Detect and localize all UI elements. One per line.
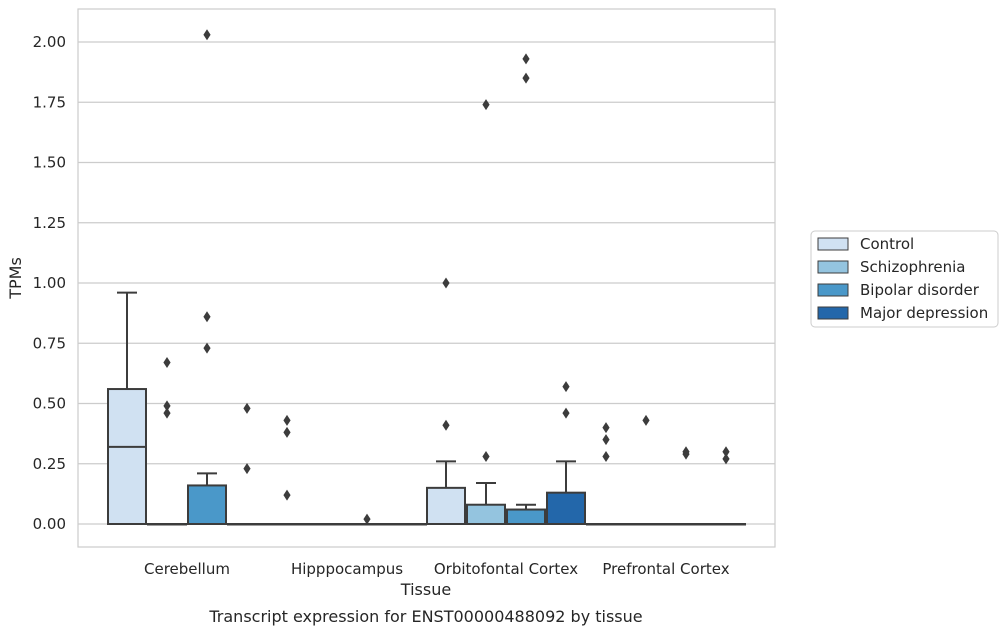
outlier-point [522, 53, 530, 65]
legend-label: Major depression [860, 304, 988, 322]
y-tick-label: 2.00 [33, 33, 66, 51]
legend-label: Bipolar disorder [860, 281, 980, 299]
outlier-point [283, 414, 291, 426]
y-tick-label: 1.25 [33, 214, 66, 232]
outlier-point [283, 426, 291, 438]
outlier-point [602, 451, 610, 463]
x-tick-label: Prefrontal Cortex [602, 560, 729, 578]
outlier-point [602, 422, 610, 434]
y-tick-label: 0.50 [33, 395, 66, 413]
box-group [666, 446, 706, 526]
outlier-point [562, 407, 570, 419]
box [107, 388, 147, 526]
box [426, 486, 466, 526]
box-group [107, 291, 147, 526]
outlier-point [442, 419, 450, 431]
box-group [147, 357, 187, 526]
outlier-point [243, 402, 251, 414]
outlier-point [163, 407, 171, 419]
outlier-point [522, 72, 530, 84]
box [187, 484, 227, 526]
chart-caption: Transcript expression for ENST0000048809… [208, 607, 642, 626]
y-axis-ticks: 0.00 0.25 0.50 0.75 1.00 1.25 1.50 1.75 2.00 [33, 33, 66, 533]
outlier-point [442, 277, 450, 289]
x-axis-label: Tissue [400, 580, 451, 599]
box-group [506, 53, 546, 526]
box-group [546, 381, 586, 526]
box-series [107, 29, 746, 526]
legend-frame [810, 230, 999, 328]
gridlines [78, 41, 775, 525]
y-axis-label: TPMs [6, 257, 25, 300]
outlier-point [283, 489, 291, 501]
outlier-point [203, 342, 211, 354]
y-tick-label: 1.00 [33, 274, 66, 292]
box-group [347, 513, 387, 526]
box-group [227, 402, 267, 526]
legend-swatch [817, 260, 849, 274]
box-group [426, 277, 466, 526]
legend: Control Schizophrenia Bipolar disorder Majo… [810, 230, 999, 328]
y-tick-label: 0.25 [33, 455, 66, 473]
outlier-point [243, 463, 251, 475]
plot-area-frame [77, 8, 776, 548]
x-tick-label: Hipppocampus [291, 560, 403, 578]
legend-swatch [817, 237, 849, 251]
outlier-point [722, 453, 730, 465]
y-tick-label: 0.00 [33, 515, 66, 533]
y-tick-label: 1.50 [33, 154, 66, 172]
box-group [586, 422, 626, 526]
box-group [466, 99, 506, 526]
outlier-point [363, 513, 371, 525]
outlier-point [562, 381, 570, 393]
y-tick-label: 0.75 [33, 334, 66, 352]
box-group [267, 414, 307, 526]
box [466, 503, 506, 526]
x-tick-label: Orbitofontal Cortex [434, 560, 578, 578]
legend-label: Schizophrenia [860, 258, 965, 276]
outlier-point [682, 448, 690, 460]
outlier-point [482, 99, 490, 111]
outlier-point [642, 414, 650, 426]
box [506, 508, 546, 526]
outlier-point [163, 400, 171, 412]
outlier-point [203, 311, 211, 323]
outlier-point [203, 29, 211, 41]
legend-swatch [817, 283, 849, 297]
outlier-point [722, 446, 730, 458]
legend-label: Control [860, 235, 914, 253]
box-group [387, 523, 427, 526]
outlier-point [163, 357, 171, 369]
x-tick-label: Cerebellum [144, 560, 230, 578]
outlier-point [482, 451, 490, 463]
box-group [706, 446, 746, 526]
x-axis-ticks: Cerebellum Hipppocampus Orbitofontal Corte… [144, 560, 730, 578]
box-group [187, 29, 227, 526]
y-tick-label: 1.75 [33, 93, 66, 111]
box-group [626, 414, 666, 526]
legend-swatch [817, 306, 849, 320]
outlier-point [602, 434, 610, 446]
box-group [307, 523, 347, 526]
box [546, 491, 586, 526]
